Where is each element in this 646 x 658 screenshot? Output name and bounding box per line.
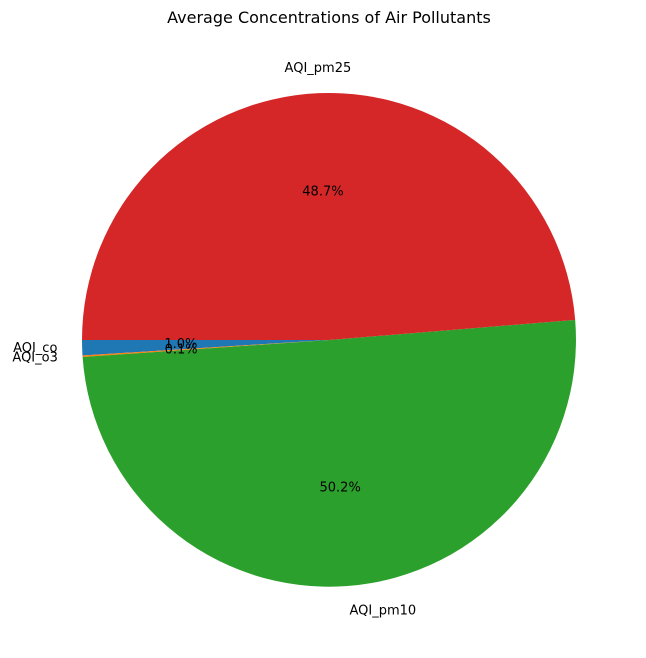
slice-label-aqi-o3: AQI_o3 — [12, 350, 57, 365]
pie-slice-aqi-pm10 — [82, 319, 576, 587]
pie-slices — [82, 92, 576, 587]
chart-title: Average Concentrations of Air Pollutants — [167, 8, 491, 27]
pie-labels: AQI_co 1.0% AQI_o3 0.1% AQI_pm10 50.2% AQI_pm2… — [12, 61, 416, 618]
pct-label-aqi-o3: 0.1% — [165, 342, 198, 357]
pie-slice-aqi-pm25 — [82, 92, 576, 340]
slice-label-aqi-pm10: AQI_pm10 — [349, 603, 416, 618]
slice-label-aqi-co: AQI_co — [13, 341, 57, 356]
pct-label-aqi-pm25: 48.7% — [302, 184, 343, 199]
pct-label-aqi-pm10: 50.2% — [320, 480, 361, 495]
pie-slice-aqi-co — [82, 340, 329, 356]
pie-slice-aqi-o3 — [82, 340, 330, 358]
slice-label-aqi-pm25: AQI_pm25 — [285, 61, 352, 76]
pct-label-aqi-co: 1.0% — [164, 337, 197, 352]
